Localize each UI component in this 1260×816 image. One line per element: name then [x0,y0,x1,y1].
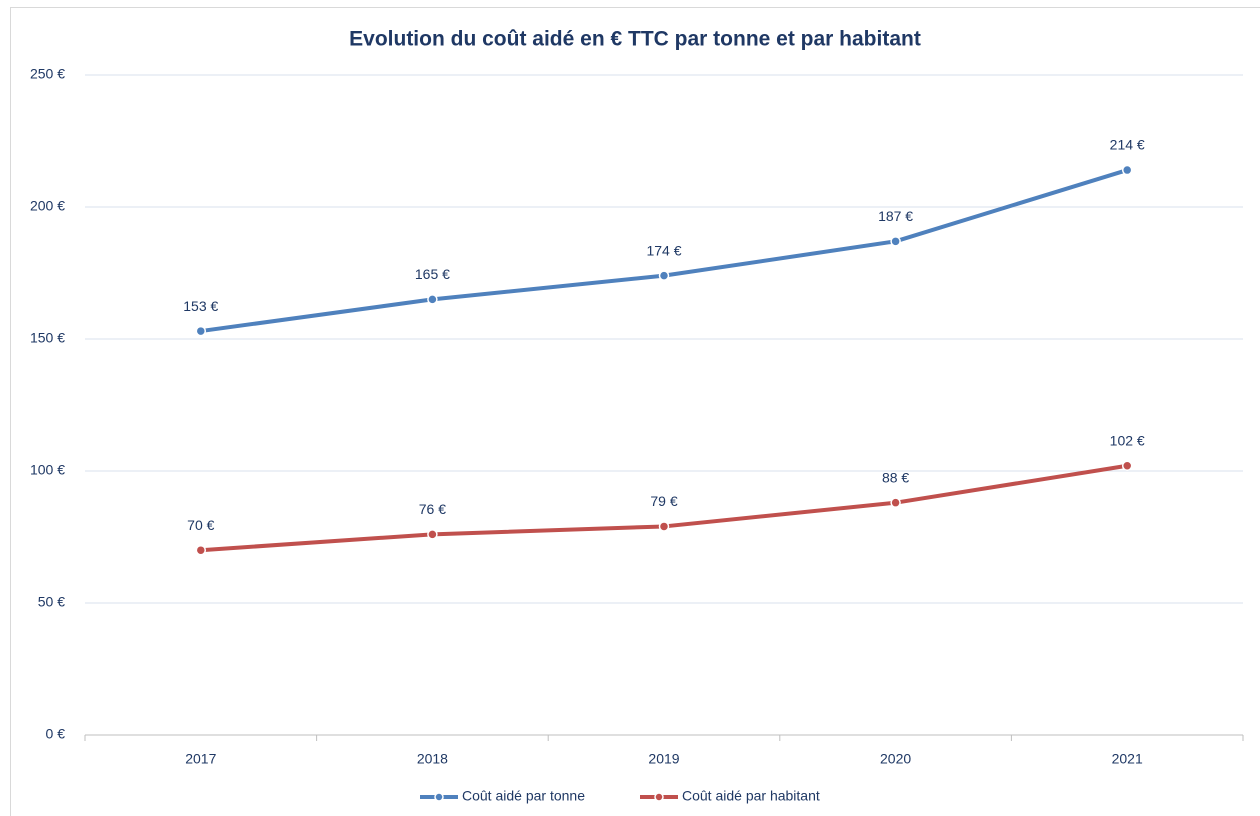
x-tick-label: 2020 [880,751,911,767]
data-label: 102 € [1110,432,1145,448]
y-tick-label: 0 € [46,726,66,742]
point [1121,460,1133,471]
data-label: 88 € [882,469,909,485]
chart-title: Evolution du coût aidé en € TTC par tonn… [349,28,921,51]
legend-label: Coût aidé par habitant [682,788,820,804]
point [890,497,901,508]
data-label: 76 € [419,501,446,517]
point [890,236,901,247]
data-label: 214 € [1110,137,1145,153]
data-label: 174 € [646,242,681,258]
data-label: 70 € [187,517,214,533]
point [427,529,438,540]
point [658,270,670,281]
data-label: 79 € [650,493,677,509]
y-tick-label: 100 € [30,462,65,478]
data-label: 165 € [415,266,450,282]
point [195,325,207,337]
point [427,294,438,305]
y-tick-label: 250 € [30,66,65,82]
x-tick-label: 2018 [417,751,448,767]
x-tick-label: 2017 [185,751,216,767]
x-tick-label: 2021 [1112,751,1143,767]
legend-marker [654,792,664,802]
point [658,521,670,532]
legend-marker [434,792,444,802]
x-tick-label: 2019 [648,751,679,767]
point [1121,164,1133,176]
data-label: 153 € [183,298,218,314]
legend-label: Coût aidé par tonne [462,788,585,804]
point [195,544,207,556]
y-tick-label: 200 € [30,198,65,214]
y-tick-label: 50 € [38,594,65,610]
data-label: 187 € [878,208,913,224]
chart-border [10,7,1260,816]
y-tick-label: 150 € [30,330,65,346]
